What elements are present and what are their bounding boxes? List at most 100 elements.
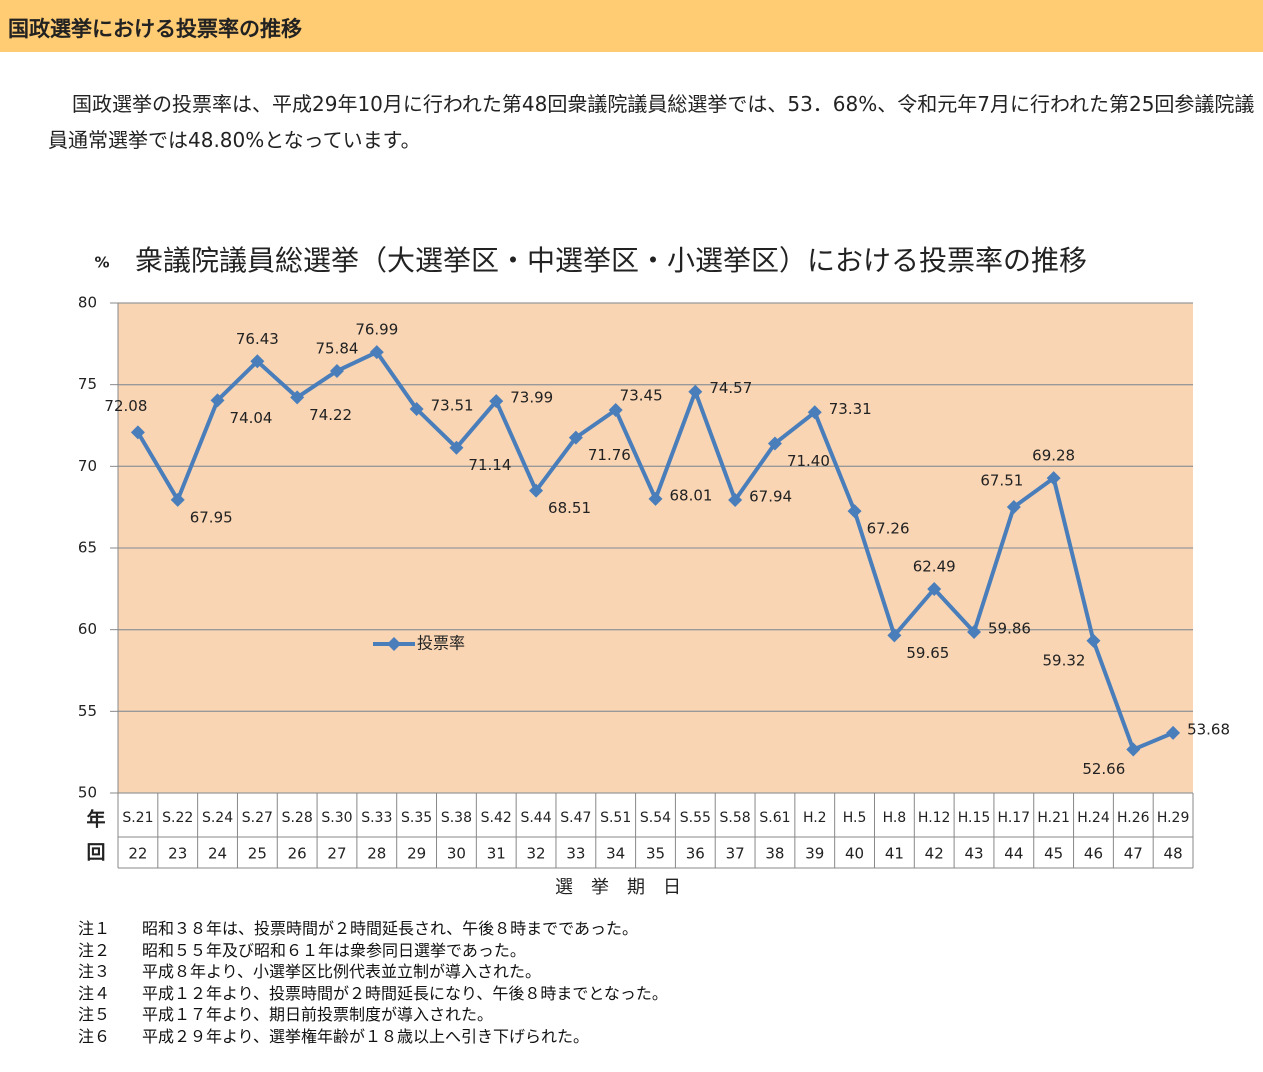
data-label: 53.68 [1187,720,1230,738]
data-label: 75.84 [316,339,359,357]
x-tick-label: S.21 [122,810,153,826]
session-label: 29 [407,845,426,863]
y-tick-label: 75 [78,375,97,393]
data-label: 73.99 [510,389,553,407]
x-tick-label: S.27 [242,810,273,826]
x-tick-label: S.35 [401,810,432,826]
data-point [728,492,743,507]
row-label: 年 [86,808,105,831]
session-label: 35 [646,845,665,863]
note-label: 注２ [78,940,111,960]
y-tick-label: 80 [78,294,97,312]
y-unit: % [94,254,109,272]
legend-label: 投票率 [417,634,465,653]
x-axis-title: 選 挙 期 日 [555,877,681,898]
note-text: 平成２９年より、選挙権年齢が１８歳以上へ引き下げられた。 [142,1026,590,1046]
data-label: 67.26 [867,520,910,538]
x-tick-label: H.8 [883,810,907,826]
data-label: 62.49 [913,557,956,575]
data-point [927,581,942,596]
session-label: 24 [208,845,227,863]
session-label: 48 [1164,845,1183,863]
header-title: 国政選挙における投票率の推移 [8,17,302,41]
legend-marker [387,637,401,651]
chart-title: 衆議院議員総選挙（大選挙区・中選挙区・小選挙区）における投票率の推移 [135,244,1087,277]
session-label: 41 [885,845,904,863]
data-point [1086,633,1101,648]
note-text: 平成１２年より、投票時間が２時間延長になり、午後８時までとなった。 [142,983,668,1003]
session-label: 33 [566,845,585,863]
note-text: 昭和３８年は、投票時間が２時間延長され、午後８時までであった。 [142,919,639,938]
session-label: 27 [327,845,346,863]
data-label: 67.51 [980,472,1023,490]
data-point [1046,471,1061,486]
data-label: 73.31 [829,400,872,418]
data-label: 74.22 [309,406,352,424]
note: 注５ 平成１７年より、期日前投票制度が導入された。 [78,1004,668,1026]
data-point [529,483,544,498]
y-tick-label: 70 [78,457,97,475]
data-point [250,354,265,369]
data-label: 67.95 [190,508,233,526]
session-label: 23 [168,845,187,863]
data-point [130,425,145,440]
session-label: 30 [447,845,466,863]
data-point [648,491,663,506]
x-tick-label: S.55 [680,810,711,826]
session-label: 25 [248,845,267,863]
row-label: 回 [86,842,105,864]
data-label: 73.45 [620,386,663,404]
x-tick-label: S.51 [600,810,631,826]
session-label: 31 [487,845,506,863]
session-label: 38 [765,845,784,863]
note: 注１ 昭和３８年は、投票時間が２時間延長され、午後８時までであった。 [78,918,668,940]
x-tick-label: S.22 [162,810,193,826]
data-label: 59.86 [988,619,1031,637]
session-label: 32 [527,845,546,863]
data-label: 71.76 [588,446,631,464]
x-tick-label: H.21 [1037,810,1070,826]
note: 注４ 平成１２年より、投票時間が２時間延長になり、午後８時までとなった。 [78,983,668,1005]
data-point [1126,742,1141,757]
y-tick-label: 60 [78,620,97,638]
data-label: 68.01 [670,486,713,504]
x-tick-label: S.28 [282,810,313,826]
note-label: 注６ [78,1026,111,1046]
x-tick-label: H.12 [918,810,951,826]
data-point [967,624,982,639]
x-tick-label: S.30 [321,810,352,826]
session-label: 22 [128,845,147,863]
data-label: 72.08 [104,397,147,415]
x-tick-label: H.24 [1077,810,1110,826]
session-label: 34 [606,845,625,863]
session-label: 45 [1044,845,1063,863]
note-label: 注３ [78,962,111,981]
note: 注３ 平成８年より、小選挙区比例代表並立制が導入された。 [78,961,668,983]
data-label: 59.32 [1043,651,1086,669]
data-label: 71.40 [787,452,830,470]
data-point [767,436,782,451]
note-label: 注５ [78,1005,111,1024]
session-label: 26 [288,845,307,863]
x-tick-label: S.33 [361,810,392,826]
x-tick-label: S.38 [441,810,472,826]
data-label: 74.57 [709,379,752,397]
session-label: 39 [805,845,824,863]
x-tick-label: H.15 [958,810,991,826]
note-text: 平成１７年より、期日前投票制度が導入された。 [142,1005,494,1024]
x-tick-label: S.54 [640,810,671,826]
x-tick-label: S.42 [481,810,512,826]
data-point [887,628,902,643]
intro-paragraph: 国政選挙の投票率は、平成29年10月に行われた第48回衆議院議員総選挙では、53… [48,92,1255,152]
session-label: 36 [686,845,705,863]
y-tick-label: 65 [78,539,97,557]
data-point [449,440,464,455]
note-text: 平成８年より、小選挙区比例代表並立制が導入された。 [142,962,542,981]
data-point [489,394,504,409]
data-point [847,504,862,519]
data-point [807,405,822,420]
note: 注２ 昭和５５年及び昭和６１年は衆参同日選挙であった。 [78,940,668,962]
note-text: 昭和５５年及び昭和６１年は衆参同日選挙であった。 [142,940,526,960]
